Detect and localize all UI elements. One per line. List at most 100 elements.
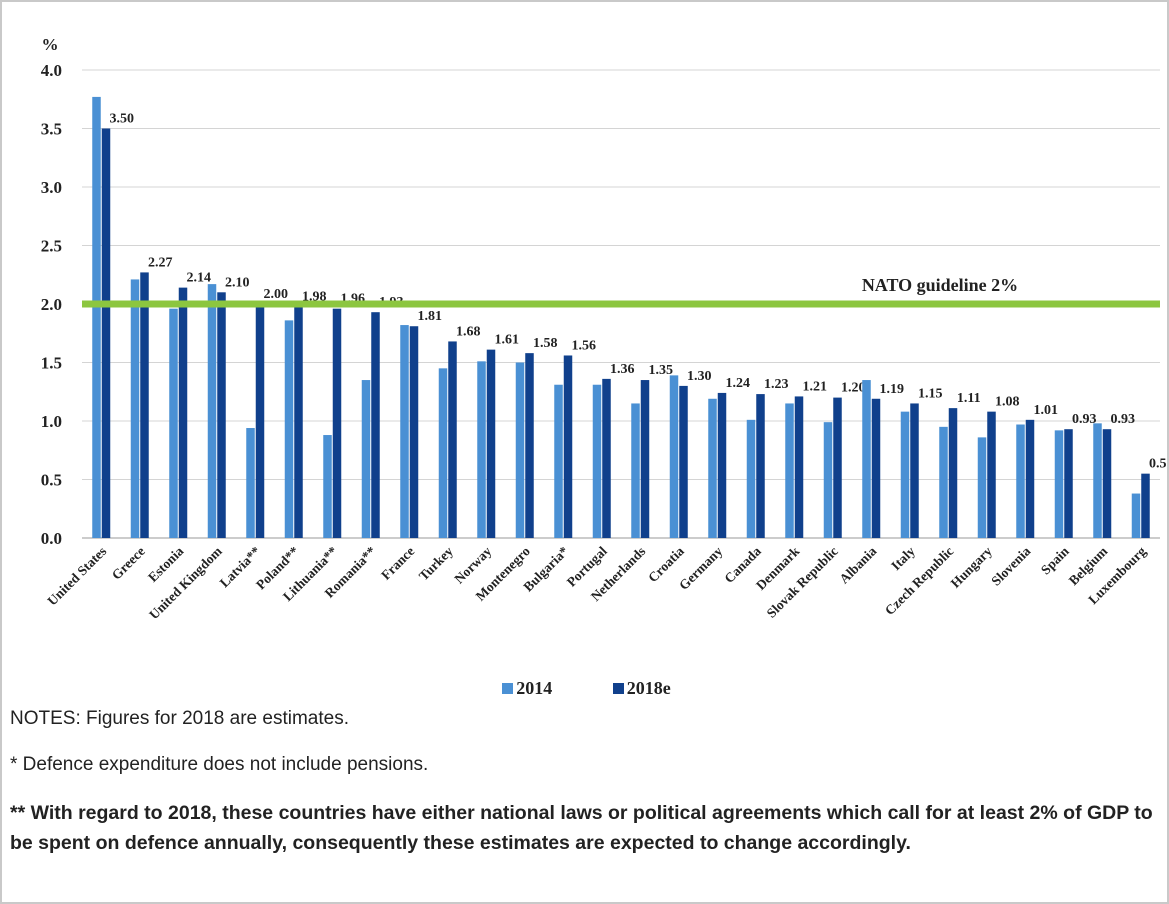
data-label: 2.00 — [264, 287, 289, 302]
bar-2014 — [515, 362, 525, 538]
data-label: 1.81 — [418, 309, 443, 324]
bar-2014 — [669, 375, 679, 538]
x-tick-label: Greece — [109, 544, 148, 583]
x-tick-label: Spain — [1038, 543, 1072, 577]
y-tick-label: 2.0 — [41, 295, 62, 314]
data-label: 0.93 — [1111, 412, 1136, 427]
x-tick-label: Italy — [888, 543, 918, 573]
bar-2014 — [130, 279, 140, 538]
x-tick-label: Slovenia — [988, 543, 1033, 588]
data-label: 3.50 — [110, 112, 135, 127]
bar-2018e — [833, 397, 842, 538]
bar-2018e — [140, 272, 149, 538]
y-axis-label: % — [42, 35, 59, 54]
bar-2018e — [871, 398, 881, 538]
data-label: 1.36 — [610, 362, 635, 377]
x-tick-label: Albania — [836, 543, 879, 586]
bar-2018e — [987, 411, 996, 538]
y-tick-label: 1.0 — [41, 412, 62, 431]
bar-2014 — [361, 380, 371, 538]
y-tick-label: 1.5 — [41, 354, 62, 373]
data-label: 1.68 — [456, 324, 481, 339]
bar-2014 — [823, 422, 833, 538]
bar-2014 — [207, 284, 217, 538]
data-label: 0.55 — [1149, 457, 1169, 472]
data-label: 2.27 — [148, 255, 173, 270]
bar-2018e — [1064, 429, 1073, 538]
bar-2018e — [563, 355, 573, 538]
x-tick-label: United Kingdom — [146, 543, 225, 622]
x-tick-label: Slovak Republic — [764, 544, 841, 621]
legend: 2014 2018e — [2, 678, 1167, 699]
bar-2014 — [939, 426, 948, 538]
bar-2018e — [602, 378, 611, 538]
bar-2014 — [1131, 493, 1141, 538]
data-label: 1.20 — [841, 381, 866, 396]
data-label: 1.30 — [687, 369, 712, 384]
data-label: 1.08 — [995, 395, 1020, 410]
data-label: 1.35 — [649, 363, 674, 378]
data-label: 2.10 — [225, 275, 250, 290]
bar-2014 — [862, 380, 871, 538]
legend-swatch-2014 — [502, 683, 514, 694]
bar-2018e — [409, 326, 419, 538]
bar-2014 — [246, 428, 255, 538]
data-label: 1.11 — [957, 391, 981, 406]
legend-swatch-2018e — [612, 683, 624, 694]
bar-2018e — [1102, 429, 1112, 538]
y-tick-label: 4.0 — [41, 61, 62, 80]
bar-2014 — [169, 308, 178, 538]
bar-2018e — [371, 312, 380, 538]
bar-2018e — [640, 380, 650, 538]
bar-2014 — [900, 411, 910, 538]
bar-2014 — [477, 361, 486, 538]
note-pensions: * Defence expenditure does not include p… — [10, 754, 429, 775]
bar-2014 — [1054, 430, 1064, 538]
data-label: 1.58 — [533, 336, 558, 351]
bar-2014 — [323, 435, 332, 538]
bar-2014 — [746, 419, 756, 538]
bar-2018e — [294, 306, 303, 538]
x-tick-label: United States — [44, 544, 109, 609]
x-tick-label: Czech Republic — [882, 544, 957, 619]
bar-2018e — [255, 304, 265, 538]
x-tick-label: Hungary — [948, 543, 995, 590]
data-label: 1.24 — [726, 376, 751, 391]
bar-2014 — [977, 437, 987, 538]
x-tick-label: Turkey — [416, 543, 456, 583]
data-label: 1.61 — [495, 333, 520, 348]
data-label: 2.14 — [187, 271, 212, 286]
bar-2018e — [717, 392, 727, 538]
bar-2014 — [400, 325, 409, 538]
bar-2018e — [1141, 473, 1150, 538]
bar-2014 — [92, 96, 101, 538]
bar-2018e — [332, 308, 342, 538]
data-label: 1.15 — [918, 386, 943, 401]
bar-2018e — [948, 408, 958, 538]
reference-line-label: NATO guideline 2% — [862, 275, 1018, 295]
bar-2018e — [525, 353, 534, 538]
legend-label-2018e: 2018e — [626, 678, 671, 698]
bar-2018e — [679, 385, 688, 538]
data-label: 1.19 — [880, 382, 905, 397]
legend-item-2014: 2014 — [502, 678, 552, 699]
bar-2014 — [1093, 423, 1102, 538]
data-label: 1.21 — [803, 379, 828, 394]
bar-2014 — [785, 403, 794, 538]
bar-2018e — [217, 292, 226, 538]
note-national-laws: ** With regard to 2018, these countries … — [10, 802, 1153, 854]
bar-2018e — [448, 341, 457, 538]
bar-2014 — [708, 398, 717, 538]
data-label: 1.23 — [764, 377, 789, 392]
legend-label-2014: 2014 — [516, 678, 553, 698]
bar-2018e — [178, 287, 188, 538]
note-estimates: NOTES: Figures for 2018 are estimates. — [10, 708, 349, 729]
bar-2018e — [1025, 419, 1035, 538]
bar-chart: 0.0 0.5 1.0 1.5 2.0 2.5 3.0 3.5 4.0% 3.50 United S… — [41, 35, 1169, 622]
bar-2018e — [910, 403, 919, 538]
bar-2014 — [1016, 424, 1025, 538]
data-label: 0.93 — [1072, 412, 1097, 427]
y-tick-label: 2.5 — [41, 237, 62, 256]
y-tick-label: 0.5 — [41, 471, 62, 490]
